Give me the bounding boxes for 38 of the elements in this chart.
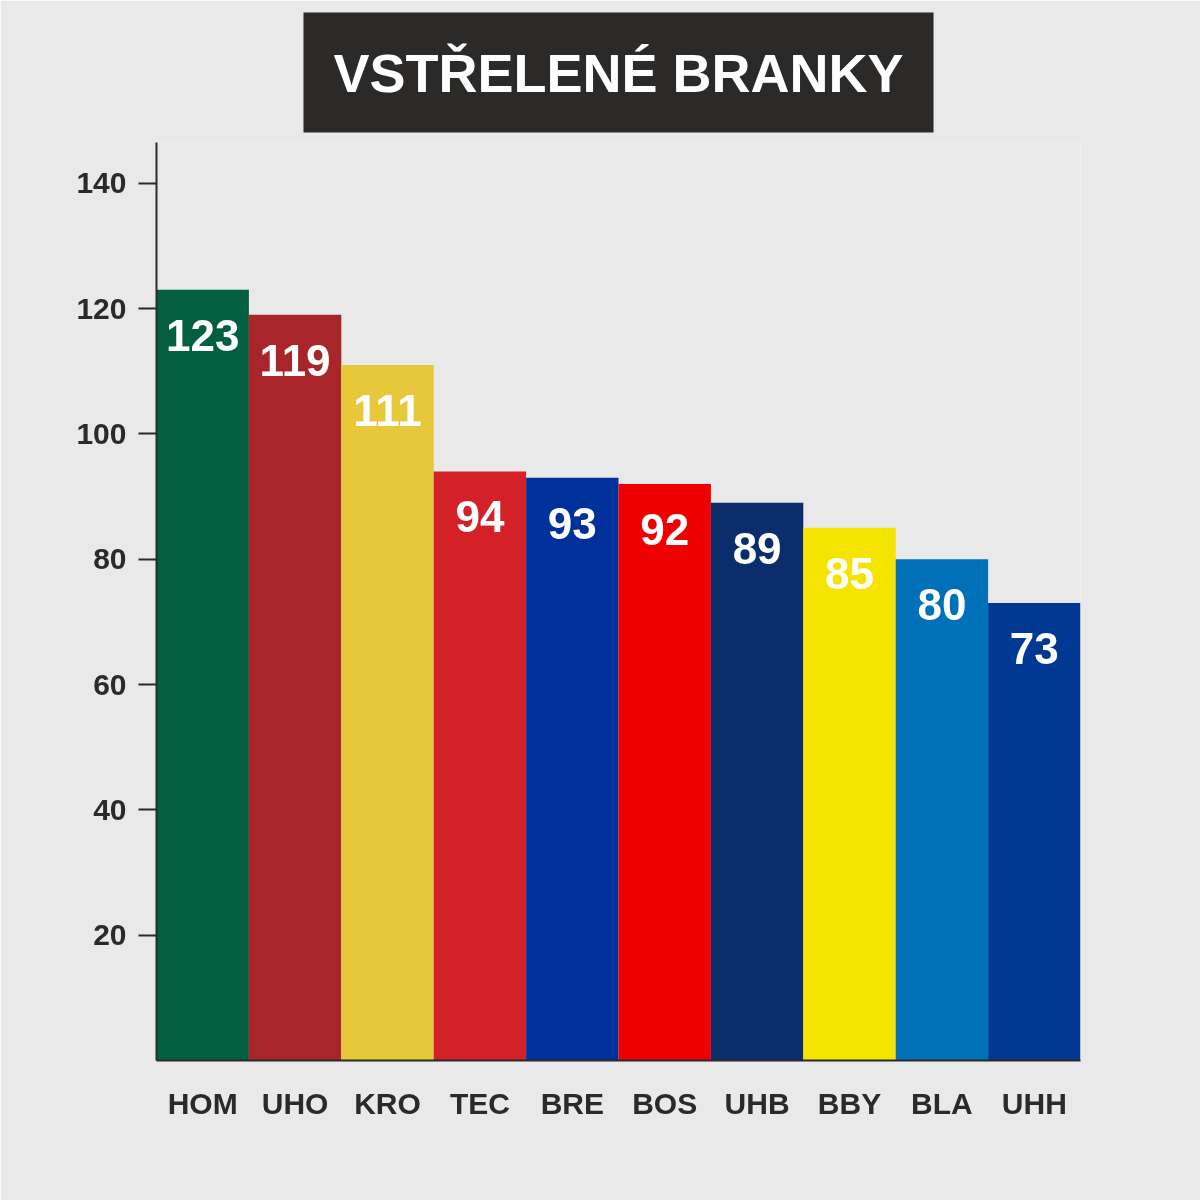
x-tick-label: HOM	[167, 1086, 238, 1120]
bar	[248, 314, 342, 1061]
data-label: 123	[165, 310, 240, 360]
bar	[156, 289, 249, 1061]
data-label: 73	[1009, 624, 1059, 674]
bar	[988, 603, 1081, 1061]
bar	[341, 364, 434, 1061]
x-tick-label: BLA	[911, 1086, 973, 1120]
bar	[433, 471, 527, 1061]
y-tick-label: 80	[93, 542, 127, 576]
data-label: 85	[825, 548, 874, 598]
x-tick-label: BBY	[817, 1086, 882, 1120]
data-label: 119	[259, 335, 331, 385]
bar	[526, 477, 619, 1061]
data-label: 111	[353, 385, 422, 435]
x-tick-label: TEC	[449, 1086, 510, 1120]
data-label: 89	[732, 523, 782, 573]
data-label: 80	[917, 580, 967, 630]
x-tick-label: UHB	[724, 1086, 790, 1120]
x-tick-label: BOS	[632, 1086, 698, 1120]
bar	[895, 559, 989, 1061]
x-tick-label: KRO	[354, 1086, 421, 1120]
data-label: 93	[547, 498, 597, 548]
bar	[803, 527, 896, 1061]
y-tick-label: 40	[93, 792, 127, 826]
bar	[618, 484, 711, 1061]
y-tick-label: 120	[76, 291, 127, 325]
y-tick-label: 60	[93, 667, 127, 701]
data-label: 92	[640, 505, 690, 555]
data-label: 94	[455, 492, 505, 542]
y-tick-label: 20	[93, 918, 127, 952]
y-tick-label: 100	[76, 416, 127, 450]
chart-title: VSTŘELENÉ BRANKY	[333, 42, 904, 103]
x-tick-label: UHO	[261, 1086, 329, 1120]
x-tick-label: BRE	[540, 1086, 604, 1120]
x-tick-label: UHH	[1001, 1086, 1067, 1120]
bar	[710, 502, 804, 1061]
y-tick-label: 140	[76, 166, 127, 200]
